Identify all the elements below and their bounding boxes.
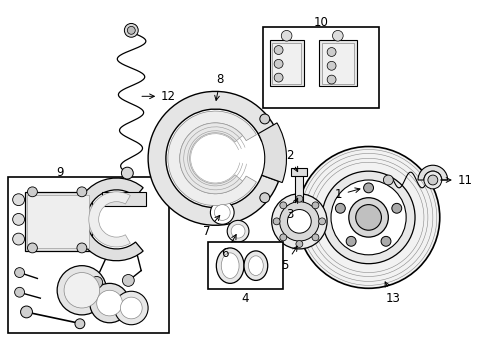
Circle shape [20,306,32,318]
Circle shape [124,23,138,37]
Text: 7: 7 [202,215,219,238]
Wedge shape [89,192,130,247]
Circle shape [335,203,345,213]
Circle shape [383,175,392,185]
Text: 12: 12 [142,90,176,103]
Circle shape [380,237,390,246]
Circle shape [326,48,335,57]
Circle shape [13,194,24,206]
Circle shape [274,46,283,54]
Wedge shape [417,165,447,180]
Circle shape [122,275,134,286]
Text: 2: 2 [285,149,297,172]
Text: 8: 8 [214,73,224,100]
Circle shape [210,201,234,224]
Circle shape [274,59,283,68]
Circle shape [281,31,291,41]
Wedge shape [167,111,256,206]
Circle shape [13,233,24,245]
Circle shape [227,220,248,242]
Wedge shape [75,178,143,261]
Circle shape [318,218,325,225]
Circle shape [121,167,133,179]
Circle shape [427,175,437,185]
Circle shape [90,283,129,323]
Circle shape [77,187,87,197]
Circle shape [348,198,387,237]
Bar [262,27,379,108]
Text: 3: 3 [285,198,297,221]
Circle shape [326,75,335,84]
Circle shape [273,218,280,225]
Bar [291,168,306,176]
Circle shape [330,180,406,255]
Bar [102,192,146,206]
Text: 1: 1 [334,188,359,201]
Circle shape [259,193,269,203]
Wedge shape [180,123,242,194]
Circle shape [15,267,24,278]
Circle shape [326,61,335,70]
Circle shape [311,202,318,209]
Circle shape [214,204,230,220]
Circle shape [64,273,100,308]
Circle shape [75,319,84,329]
Circle shape [97,290,122,316]
Circle shape [355,204,381,230]
Circle shape [274,73,283,82]
Text: 10: 10 [313,16,328,29]
Text: 5: 5 [280,246,297,272]
Circle shape [57,266,106,315]
Circle shape [27,243,37,253]
Circle shape [287,210,310,233]
Circle shape [297,147,439,288]
Bar [8,177,168,333]
Circle shape [15,287,24,297]
Circle shape [295,195,302,202]
Circle shape [77,243,87,253]
Circle shape [291,203,301,212]
Wedge shape [148,91,278,225]
Circle shape [295,240,302,247]
Ellipse shape [244,251,267,280]
Circle shape [120,297,142,319]
Ellipse shape [248,256,263,275]
Text: 13: 13 [385,282,400,305]
Bar [24,192,92,251]
Text: 6: 6 [221,235,236,260]
Bar [208,242,282,289]
Circle shape [279,202,286,209]
Circle shape [279,234,286,241]
Ellipse shape [216,248,244,283]
Circle shape [114,291,148,325]
Bar [269,40,303,86]
Bar [27,195,89,248]
Circle shape [332,31,343,41]
Bar [319,40,356,86]
Circle shape [346,237,355,246]
Circle shape [27,187,37,197]
Circle shape [271,194,326,249]
Bar [295,170,303,204]
Bar [272,43,300,84]
Ellipse shape [221,253,239,278]
Circle shape [259,114,269,124]
Text: 9: 9 [56,166,64,179]
Text: 11: 11 [440,174,471,186]
Wedge shape [258,123,286,183]
Circle shape [311,234,318,241]
Circle shape [231,224,244,238]
Circle shape [13,213,24,225]
Circle shape [91,276,102,288]
Circle shape [322,171,414,264]
Circle shape [127,26,135,34]
Circle shape [423,171,441,189]
Text: 4: 4 [241,292,248,305]
Circle shape [363,183,373,193]
Circle shape [391,203,401,213]
Circle shape [279,202,319,241]
Bar [321,43,353,84]
